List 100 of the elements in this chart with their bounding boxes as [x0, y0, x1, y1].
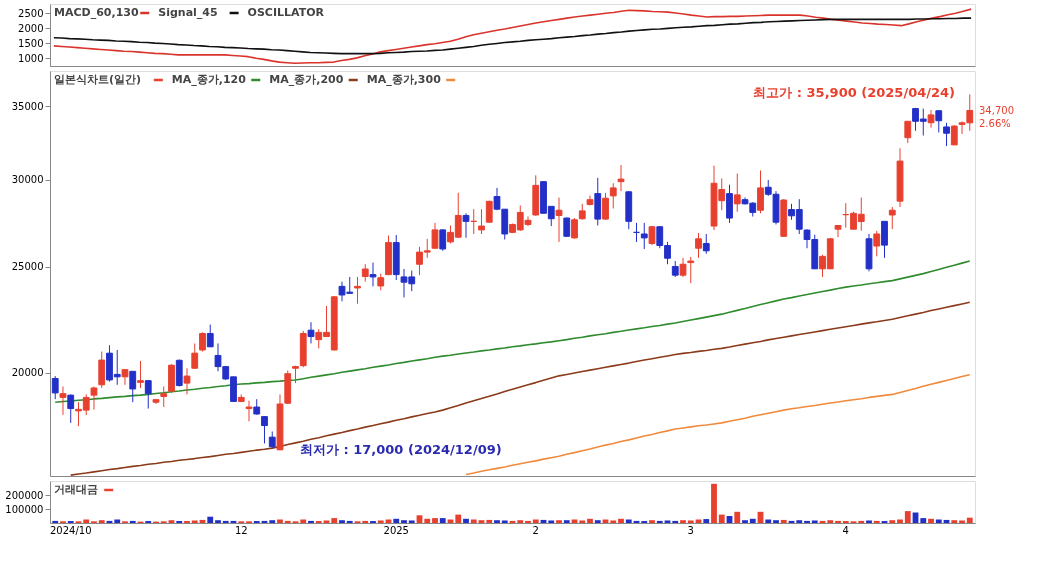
candlestick	[354, 276, 361, 305]
bar	[563, 520, 570, 523]
bar	[277, 519, 283, 523]
bar	[548, 520, 555, 523]
bar	[323, 520, 330, 523]
text: 2.66%	[979, 118, 1011, 129]
bar	[191, 520, 198, 523]
legend-label: 거래대금	[54, 483, 98, 496]
bar	[780, 519, 787, 523]
bar	[424, 518, 431, 523]
bar	[346, 520, 353, 523]
x-tick-label: 2025	[383, 524, 409, 536]
candlestick	[609, 182, 617, 210]
bar	[501, 520, 508, 523]
bar	[703, 519, 710, 523]
y-tick-label: 2000	[18, 22, 44, 34]
bar	[742, 520, 748, 523]
bar	[517, 520, 524, 523]
candlestick	[617, 164, 625, 192]
candlestick	[191, 342, 199, 370]
candlestick	[935, 109, 943, 133]
candlestick	[137, 360, 144, 389]
bar	[618, 518, 624, 523]
y-tick-label: 35000	[11, 100, 44, 112]
x-tick-label: 2	[532, 524, 539, 536]
bar	[408, 520, 415, 523]
bar	[811, 520, 818, 523]
bar	[959, 520, 965, 523]
y-tick-label: 200000	[5, 489, 44, 501]
bar	[579, 520, 586, 523]
candlestick	[245, 400, 253, 422]
candlestick	[834, 225, 842, 238]
candlestick	[695, 232, 702, 259]
bar	[935, 519, 942, 523]
bar	[168, 520, 175, 523]
x-tick-label: 2024/10	[49, 524, 92, 536]
candlestick	[206, 324, 214, 348]
bar	[649, 520, 655, 523]
candlestick	[648, 225, 656, 246]
bar	[873, 520, 880, 523]
bar	[207, 516, 214, 523]
bar	[532, 519, 539, 523]
y-tick-label: 1000	[18, 52, 44, 64]
bar	[556, 520, 562, 523]
bar	[114, 519, 121, 523]
bar	[362, 520, 369, 523]
bar	[300, 519, 307, 523]
bar	[308, 520, 314, 523]
bar	[904, 511, 911, 523]
bar	[455, 514, 462, 523]
line-series	[69, 301, 971, 476]
bar	[749, 518, 756, 523]
bar	[269, 520, 276, 523]
candlestick	[640, 222, 648, 250]
bar	[393, 518, 400, 523]
candlestick	[881, 220, 888, 259]
bar	[525, 520, 531, 523]
y-tick-label: 30000	[11, 174, 44, 186]
bar	[594, 520, 601, 523]
candlestick	[51, 375, 59, 400]
text: 34,700	[979, 105, 1014, 116]
y-tick-label: 25000	[11, 261, 44, 273]
x-tick-label: 3	[687, 524, 694, 536]
bar	[718, 514, 725, 523]
candlestick	[439, 228, 447, 252]
candlestick	[129, 370, 137, 403]
annotation: OSCILLATOR	[247, 6, 325, 19]
annotation: 최고가 : 35,900 (2025/04/24)	[753, 85, 955, 100]
bar	[339, 520, 345, 523]
bar	[773, 520, 779, 523]
bar	[215, 520, 221, 523]
legend-label: MA_종가,300	[366, 73, 442, 86]
bar	[463, 518, 469, 523]
candlestick	[369, 262, 377, 287]
bar	[377, 520, 384, 523]
candlestick	[555, 197, 563, 243]
candlestick	[950, 124, 958, 146]
bar	[920, 518, 927, 523]
candlestick	[888, 206, 896, 230]
y-tick-label: 20000	[11, 367, 44, 379]
candlestick	[702, 233, 710, 255]
bar	[897, 519, 903, 523]
bar	[866, 520, 872, 523]
bar	[284, 520, 291, 523]
legend-label: MA_종가,200	[269, 73, 344, 86]
bar	[129, 520, 136, 523]
candlestick	[431, 222, 439, 250]
candlestick	[67, 393, 75, 424]
candlestick	[144, 379, 152, 410]
legend-label: 일본식차트(일간)	[54, 73, 142, 86]
y-tick-label: 1500	[18, 37, 44, 49]
bar	[98, 520, 105, 523]
candlestick	[307, 321, 315, 344]
bar	[625, 519, 632, 523]
bar	[83, 519, 90, 523]
candlestick	[873, 230, 881, 257]
candlestick	[571, 217, 578, 240]
line-series	[53, 8, 972, 65]
bar	[951, 520, 958, 523]
bar	[687, 520, 694, 523]
